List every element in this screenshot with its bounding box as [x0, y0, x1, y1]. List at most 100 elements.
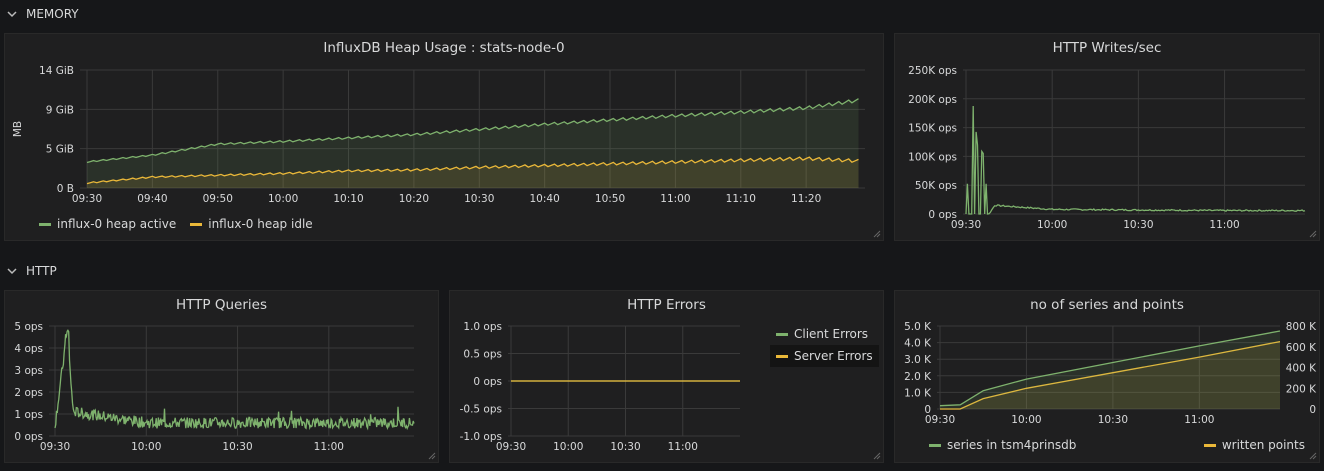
y-tick-label-right: 200 K [1286, 383, 1317, 395]
x-tick-label: 10:00 [1011, 414, 1041, 426]
y-tick-label: 2.0 K [904, 371, 932, 383]
y-tick-label: -1.0 ops [460, 431, 502, 443]
y-tick-label: 0 ops [14, 431, 43, 443]
x-tick-label: 09:40 [137, 193, 167, 205]
x-tick-label: 11:00 [668, 441, 698, 453]
resize-handle-icon[interactable] [1309, 230, 1317, 238]
row-header-memory[interactable]: MEMORY [0, 1, 79, 27]
written-points-line [940, 340, 1281, 410]
x-tick-label: 10:30 [610, 441, 640, 453]
x-tick-label: 10:20 [399, 193, 429, 205]
http-errors-chart[interactable]: 1.0 ops 0.5 ops 0 ops -0.5 ops -1.0 ops09:30… [450, 291, 885, 464]
y-tick-label-right: 0 [1309, 404, 1316, 416]
panel-http-errors: HTTP Errors 1.0 ops 0.5 ops 0 ops -0.5 ops -… [449, 290, 884, 463]
resize-handle-icon[interactable] [873, 452, 881, 460]
x-tick-label: 10:00 [268, 193, 298, 205]
y-tick-label-right: 800 K [1286, 321, 1317, 333]
legend-right: written points [1203, 438, 1305, 452]
row-title: HTTP [26, 264, 57, 278]
y-axis-label: MB [12, 121, 24, 137]
panel-title[interactable]: HTTP Writes/sec [1052, 40, 1162, 56]
x-tick-label: 11:00 [660, 193, 690, 205]
x-tick-label: 09:30 [925, 414, 955, 426]
legend: influx-0 heap active influx-0 heap idle [39, 217, 313, 231]
heap-active-area [87, 98, 859, 188]
panel-title[interactable]: InfluxDB Heap Usage : stats-node-0 [323, 40, 565, 56]
row-header-http[interactable]: HTTP [0, 258, 57, 284]
y-tick-label: 250K ops [908, 65, 957, 77]
resize-handle-icon[interactable] [1309, 452, 1317, 460]
y-tick-label-right: 400 K [1286, 363, 1317, 375]
x-tick-label: 10:30 [222, 441, 252, 453]
x-tick-label: 10:30 [1098, 414, 1128, 426]
legend-swatch [190, 222, 203, 226]
x-tick-label: 09:30 [951, 219, 981, 231]
resize-handle-icon[interactable] [873, 230, 881, 238]
panel-title[interactable]: HTTP Errors [627, 297, 706, 313]
y-tick-label: 0 ops [928, 209, 957, 221]
x-tick-label: 11:00 [1184, 414, 1214, 426]
y-tick-label: 0 B [57, 183, 74, 195]
x-tick-label: 11:20 [791, 193, 821, 205]
y-tick-label: 5 ops [14, 321, 43, 333]
writes-line [965, 105, 1306, 215]
y-tick-label: 3 ops [14, 365, 43, 377]
legend-label: Client Errors [794, 327, 869, 341]
legend-label: influx-0 heap idle [208, 217, 313, 231]
legend-item-series[interactable]: series in tsm4prinsdb [929, 438, 1076, 452]
y-tick-label: 14 GiB [39, 65, 74, 77]
http-writes-chart[interactable]: 250K ops 200K ops 150K ops 100K ops 50K ops 0… [895, 34, 1321, 242]
legend-item-heap-idle[interactable]: influx-0 heap idle [190, 217, 313, 231]
series-count-line [939, 330, 1281, 407]
y-tick-label: 50K ops [915, 180, 957, 192]
heap-usage-chart[interactable]: 14 GiB 9 GiB 5 GiB 0 B09:30 09:40 09:50 10:00 1… [5, 34, 885, 242]
series-count-area [940, 331, 1280, 409]
x-tick-label: 10:00 [553, 441, 583, 453]
x-tick-label: 09:30 [72, 193, 102, 205]
legend-item-server-errors[interactable]: Server Errors [770, 345, 879, 367]
panel-heap-usage: InfluxDB Heap Usage : stats-node-0 14 Gi… [4, 33, 884, 241]
legend-label: series in tsm4prinsdb [947, 438, 1077, 452]
legend-label: Server Errors [794, 349, 873, 363]
x-tick-label: 09:50 [203, 193, 233, 205]
panel-http-writes: HTTP Writes/sec 250K ops 200K ops 150K ops… [894, 33, 1320, 241]
legend-item-written-points[interactable]: written points [1203, 438, 1305, 452]
x-tick-label: 10:40 [530, 193, 560, 205]
legend-swatch [39, 222, 51, 226]
y-tick-label: 5 GiB [46, 144, 74, 156]
chevron-down-icon [7, 11, 17, 18]
y-tick-label: 100K ops [908, 151, 957, 163]
y-tick-label: 4.0 K [904, 338, 932, 350]
y-tick-label: 1 ops [14, 409, 43, 421]
legend: Client Errors Server Errors [770, 323, 879, 367]
legend-swatch [1203, 443, 1216, 447]
x-tick-label: 10:00 [131, 441, 161, 453]
heap-idle-line [86, 156, 859, 185]
resize-handle-icon[interactable] [428, 452, 436, 460]
y-tick-label: 2 ops [14, 387, 43, 399]
chevron-down-icon [7, 268, 17, 275]
y-tick-label: -0.5 ops [460, 404, 502, 416]
x-tick-label: 10:30 [1123, 219, 1153, 231]
legend-item-client-errors[interactable]: Client Errors [770, 323, 879, 345]
legend-item-heap-active[interactable]: influx-0 heap active [39, 217, 176, 231]
row-title: MEMORY [26, 7, 79, 21]
x-tick-label: 09:30 [40, 441, 70, 453]
y-tick-label: 1.0 ops [463, 321, 502, 333]
x-tick-label: 10:50 [595, 193, 625, 205]
y-tick-label: 0.5 ops [463, 349, 502, 361]
x-tick-label: 09:30 [496, 441, 526, 453]
legend-left: series in tsm4prinsdb [929, 438, 1076, 452]
y-tick-label: 0 ops [473, 376, 502, 388]
panel-title[interactable]: no of series and points [1030, 297, 1184, 313]
panel-http-queries: HTTP Queries 5 ops 4 ops 3 ops 2 ops 1 ops 0 … [4, 290, 439, 463]
panel-title[interactable]: HTTP Queries [176, 297, 267, 313]
x-tick-label: 10:10 [333, 193, 363, 205]
y-tick-label: 200K ops [908, 94, 957, 106]
legend-swatch [776, 354, 788, 358]
y-tick-label: 1.0 K [904, 387, 932, 399]
legend-label: written points [1221, 438, 1305, 452]
